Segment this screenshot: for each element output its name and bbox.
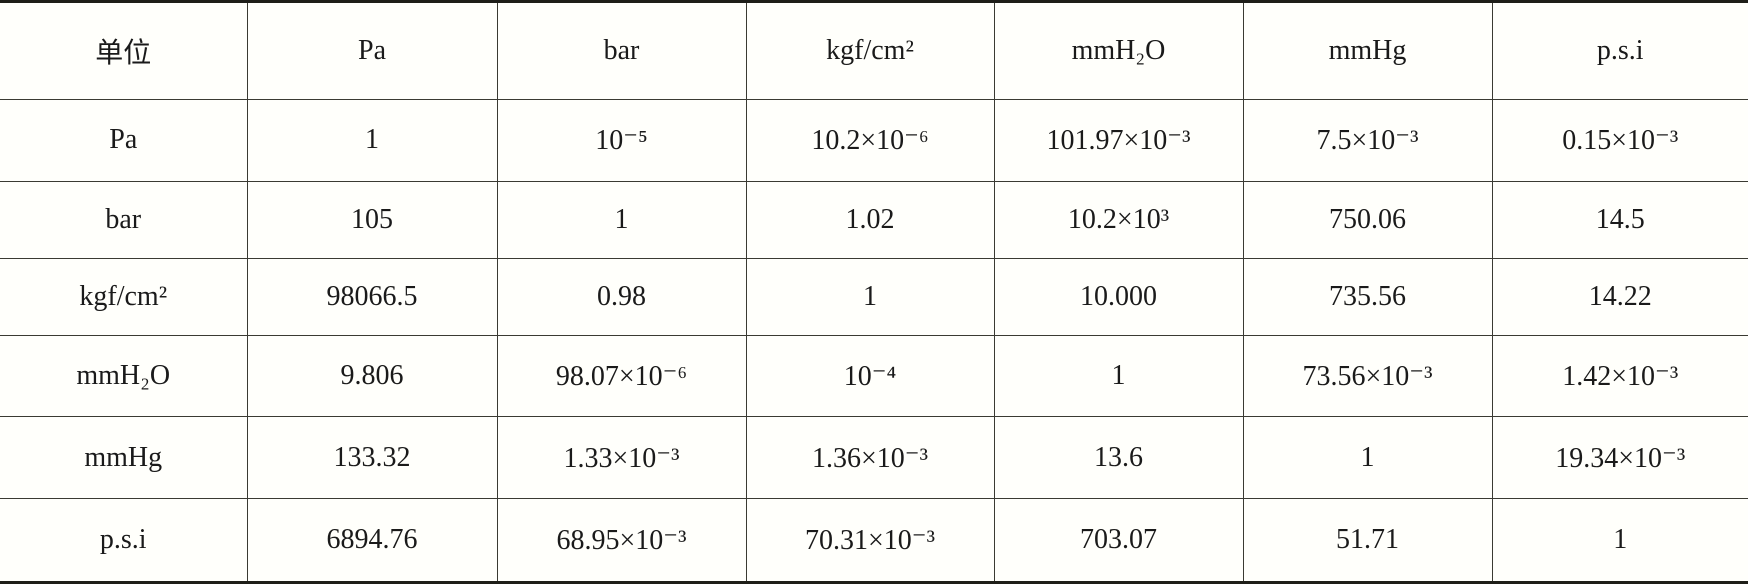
header-cell: kgf/cm² [745, 0, 995, 100]
table-cell: 1 [993, 335, 1244, 418]
table-cell: 70.31×10⁻³ [745, 498, 995, 584]
table-cell: 98066.5 [246, 258, 498, 336]
table-cell: 6894.76 [246, 498, 498, 584]
table-cell: bar [0, 181, 248, 259]
header-cell: 单位 [0, 0, 248, 100]
table-cell: 105 [246, 181, 498, 259]
header-cell: mmHg [1242, 0, 1493, 100]
table-cell: kgf/cm² [0, 258, 248, 336]
table-cell: 51.71 [1242, 498, 1493, 584]
table-cell: 73.56×10⁻³ [1242, 335, 1493, 418]
table-cell: 10⁻⁵ [496, 99, 747, 182]
table-cell: 1.36×10⁻³ [745, 416, 995, 499]
table-cell: 1.42×10⁻³ [1491, 335, 1748, 418]
table-cell: 750.06 [1242, 181, 1493, 259]
header-cell: Pa [246, 0, 498, 100]
table-cell: 10⁻⁴ [745, 335, 995, 418]
table-cell: 19.34×10⁻³ [1491, 416, 1748, 499]
table-cell: 10.2×10⁻⁶ [745, 99, 995, 182]
header-cell: mmH₂O [993, 0, 1244, 100]
table-cell: 1 [496, 181, 747, 259]
table-cell: 101.97×10⁻³ [993, 99, 1244, 182]
table-cell: 1.33×10⁻³ [496, 416, 747, 499]
table-row: mmHg 133.32 1.33×10⁻³ 1.36×10⁻³ 13.6 1 19.34×1… [0, 416, 1748, 499]
table-cell: mmHg [0, 416, 248, 499]
header-cell: p.s.i [1491, 0, 1748, 100]
table-cell: 13.6 [993, 416, 1244, 499]
table-cell: 735.56 [1242, 258, 1493, 336]
table-cell: 1 [1242, 416, 1493, 499]
table-row: bar 105 1 1.02 10.2×10³ 750.06 14.5 [0, 181, 1748, 259]
table-cell: 1.02 [745, 181, 995, 259]
table-cell: Pa [0, 99, 248, 182]
header-row: 单位 Pa bar kgf/cm² mmH₂O mmHg p.s.i [0, 0, 1748, 100]
table-cell: mmH₂O [0, 335, 248, 418]
table-row: mmH₂O 9.806 98.07×10⁻⁶ 10⁻⁴ 1 73.56×10⁻³ 1.42×… [0, 335, 1748, 418]
table-cell: 14.5 [1491, 181, 1748, 259]
table-row: Pa 1 10⁻⁵ 10.2×10⁻⁶ 101.97×10⁻³ 7.5×10⁻³ 0.15×… [0, 99, 1748, 182]
table-cell: 68.95×10⁻³ [496, 498, 747, 584]
table-cell: 14.22 [1491, 258, 1748, 336]
table-cell: 9.806 [246, 335, 498, 418]
table-cell: 1 [745, 258, 995, 336]
table-cell: 133.32 [246, 416, 498, 499]
table-row: p.s.i 6894.76 68.95×10⁻³ 70.31×10⁻³ 703.07 51… [0, 498, 1748, 584]
table-cell: 98.07×10⁻⁶ [496, 335, 747, 418]
table-cell: 7.5×10⁻³ [1242, 99, 1493, 182]
table-cell: 1 [1491, 498, 1748, 584]
table-cell: p.s.i [0, 498, 248, 584]
table-cell: 1 [246, 99, 498, 182]
table-cell: 10.000 [993, 258, 1244, 336]
table-cell: 703.07 [993, 498, 1244, 584]
table-cell: 0.15×10⁻³ [1491, 99, 1748, 182]
header-cell: bar [496, 0, 747, 100]
table-cell: 10.2×10³ [993, 181, 1244, 259]
table-row: kgf/cm² 98066.5 0.98 1 10.000 735.56 14.22 [0, 258, 1748, 336]
table-cell: 0.98 [496, 258, 747, 336]
